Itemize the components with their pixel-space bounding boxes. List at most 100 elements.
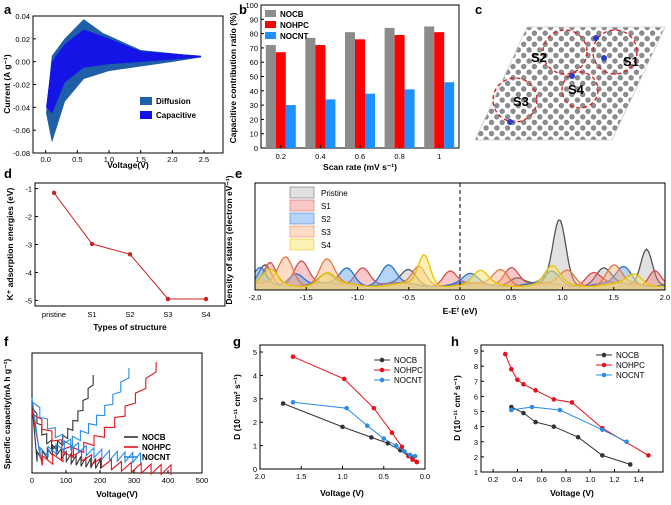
panel-c-structure-diagram: S2 S1 S4 S3	[468, 20, 671, 153]
tick-label: 2.5	[199, 155, 209, 164]
carbon-atom	[559, 148, 564, 153]
carbon-atom	[537, 136, 543, 140]
carbon-atom	[531, 97, 538, 103]
carbon-atom	[499, 97, 505, 103]
carbon-atom	[499, 30, 505, 36]
carbon-atom	[558, 80, 564, 87]
carbon-atom	[596, 41, 602, 47]
legend-nohpc-b: NOHPC	[280, 21, 309, 30]
carbon-atom	[666, 103, 671, 108]
carbon-atom	[633, 136, 640, 140]
carbon-atom	[649, 131, 656, 137]
carbon-atom	[666, 81, 671, 86]
carbon-atom	[585, 131, 591, 137]
carbon-atom	[639, 108, 645, 114]
carbon-atom	[526, 103, 532, 109]
data-point-nohpc	[515, 377, 520, 383]
data-point-nocnt	[381, 436, 387, 441]
carbon-atom	[478, 20, 483, 25]
carbon-atom	[655, 125, 661, 131]
carbon-atom	[499, 41, 505, 47]
legend-swatch-nohpc	[265, 21, 276, 28]
legend-marker-nohpc	[601, 362, 607, 368]
carbon-atom	[574, 108, 581, 114]
carbon-atom	[618, 20, 623, 25]
bar-nocb-0.2	[265, 45, 276, 148]
carbon-atom	[585, 86, 591, 92]
carbon-atom	[526, 58, 532, 64]
carbon-atom	[488, 108, 495, 114]
y-axis-label-d: K⁺ adsorption energies (eV)	[5, 188, 15, 301]
carbon-atom	[607, 20, 612, 25]
carbon-atom	[606, 108, 613, 114]
carbon-atom	[531, 52, 538, 59]
tick-label: 0.04	[15, 12, 30, 21]
tick-label: 0.00	[15, 58, 30, 67]
carbon-atom	[666, 126, 671, 131]
defect-site-circles	[492, 29, 638, 123]
carbon-atom	[601, 47, 607, 53]
carbon-atom	[574, 131, 581, 137]
bar-nocnt-0.8	[404, 89, 415, 148]
tick-label: -5	[25, 296, 32, 305]
carbon-atom	[468, 98, 473, 103]
carbon-atom	[569, 36, 575, 42]
tick-label: 1	[253, 442, 257, 451]
carbon-atom	[488, 119, 495, 126]
data-point-nocb	[280, 401, 286, 406]
carbon-atom	[649, 30, 656, 36]
carbon-atom	[660, 86, 665, 92]
data-point-nohpc	[521, 382, 526, 387]
series-line-nocb	[511, 406, 631, 465]
carbon-atom	[585, 41, 591, 47]
carbon-atom	[623, 36, 629, 42]
carbon-atom	[590, 125, 597, 131]
carbon-atom	[558, 47, 564, 53]
carbon-atom	[494, 136, 500, 140]
carbon-atom	[590, 114, 597, 120]
carbon-atom	[618, 142, 623, 147]
carbon-atom	[473, 148, 478, 153]
carbon-atom	[596, 97, 602, 103]
carbon-atom	[574, 75, 581, 81]
data-point-nocnt	[412, 453, 418, 459]
data-point-nocb	[533, 419, 538, 425]
carbon-atom	[633, 91, 640, 98]
legend-nocb-b: NOCB	[280, 10, 304, 19]
tick-label: 1.2	[609, 475, 619, 484]
category-label: 0.8	[394, 152, 404, 161]
carbon-atom	[590, 103, 597, 109]
carbon-atom	[563, 41, 570, 47]
carbon-atom	[537, 114, 543, 120]
carbon-atom	[569, 27, 575, 31]
carbon-atom	[585, 30, 591, 36]
tick-label: -0.08	[13, 149, 30, 158]
carbon-atom	[510, 97, 516, 103]
carbon-atom	[494, 148, 499, 153]
carbon-atom	[612, 91, 618, 98]
legend-marker-nohpc	[379, 367, 385, 373]
carbon-atom	[580, 114, 586, 120]
data-point-nohpc	[551, 397, 557, 402]
carbon-atom	[660, 97, 665, 103]
nitrogen-atom	[507, 119, 513, 125]
data-point-nohpc	[410, 457, 415, 462]
carbon-atom	[468, 75, 473, 80]
carbon-atom	[596, 86, 602, 92]
carbon-atom	[601, 136, 607, 140]
carbon-atom	[515, 69, 521, 75]
tick-label: 8	[474, 362, 478, 371]
carbon-atom	[483, 58, 489, 64]
carbon-atom	[537, 125, 543, 131]
carbon-atom	[606, 86, 613, 92]
carbon-atom	[633, 114, 640, 120]
legend-swatch-nocb	[265, 10, 276, 17]
carbon-atom	[537, 91, 543, 98]
carbon-atom	[553, 63, 559, 70]
carbon-atom	[488, 30, 495, 36]
carbon-atom	[596, 108, 602, 114]
carbon-atom	[585, 108, 591, 114]
carbon-atom	[478, 97, 484, 103]
carbon-atom	[531, 131, 538, 137]
carbon-atom	[628, 131, 634, 137]
